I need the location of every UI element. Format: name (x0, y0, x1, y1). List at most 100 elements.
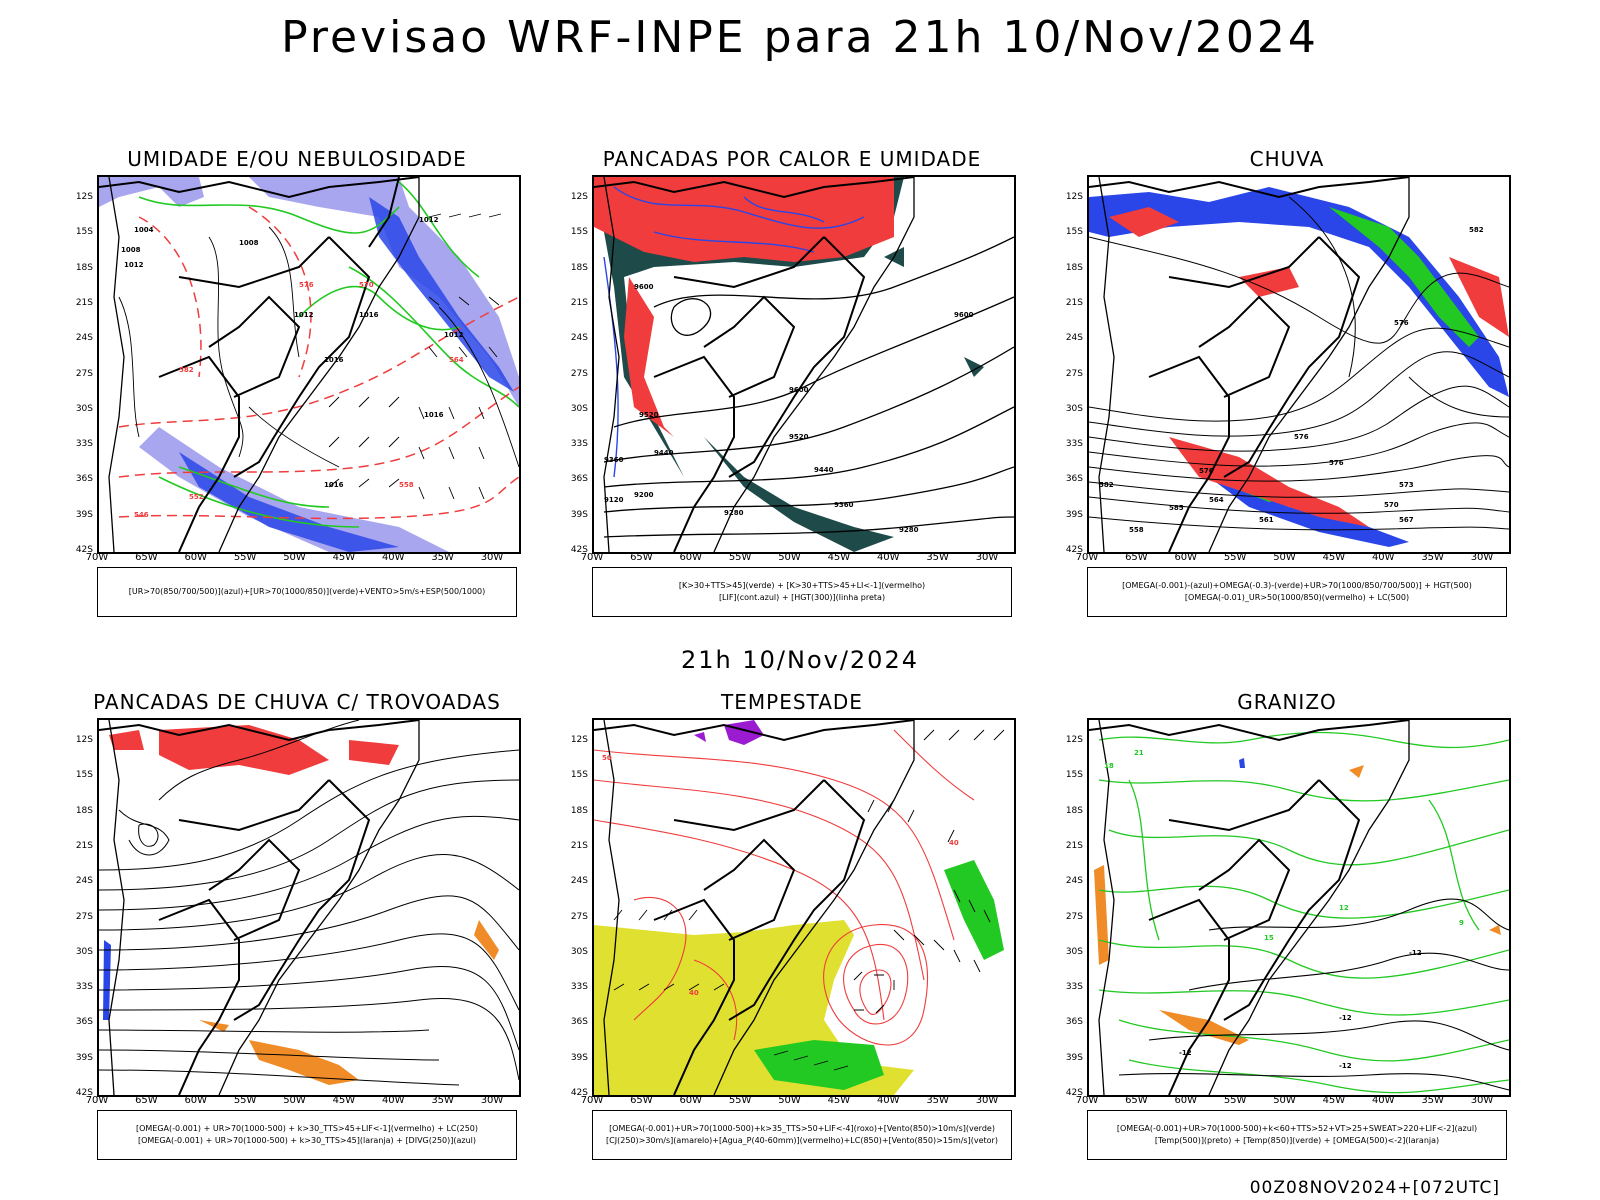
orange-omega-area (1094, 765, 1501, 1045)
lat-tick-label: 36S (570, 474, 588, 485)
lat-tick-label: 30S (75, 403, 93, 414)
lon-tick-label: 35W (1421, 552, 1444, 563)
lat-tick-label: 27S (1065, 911, 1083, 922)
lon-tick-label: 65W (630, 1095, 653, 1106)
hgt-label: 570 (1384, 501, 1399, 509)
pressure-label: 1016 (359, 311, 379, 319)
blue-hail-area (1239, 758, 1245, 768)
red-unstable-area (594, 177, 894, 457)
lat-tick-label: 24S (75, 333, 93, 344)
lat-tick-label: 27S (1065, 368, 1083, 379)
forecast-time-label: 21h 10/Nov/2024 (680, 646, 919, 674)
lon-tick-label: 30W (480, 1095, 504, 1106)
pressure-label: 1016 (424, 411, 444, 419)
pw-label: 40 (689, 989, 699, 997)
lat-tick-label: 27S (75, 368, 93, 379)
lat-tick-label: 12S (75, 735, 93, 745)
lon-axis: 70W 65W 60W 55W 50W 45W 40W 35W 30W (86, 1095, 517, 1109)
black-temp500-contours (1118, 898, 1509, 1091)
lat-tick-label: 42S (75, 545, 93, 555)
lon-tick-label: 60W (679, 1095, 703, 1106)
lat-tick-label: 39S (570, 509, 588, 520)
lon-tick-label: 50W (1273, 552, 1296, 563)
orange-thunder-area (199, 920, 499, 1085)
legend-line-2: [OMEGA(-0.001) + UR>70(1000-500) + k>30_… (137, 1136, 477, 1145)
lon-tick-label: 70W (85, 552, 109, 563)
hgt500-contours (1089, 196, 1509, 531)
hgt-label: 9520 (789, 433, 809, 441)
temp-label: 15 (1264, 934, 1274, 942)
contour-labels: 9600 9600 9600 9520 9520 9440 9440 9360 … (604, 283, 974, 534)
pw-label: 50 (602, 754, 612, 762)
hgt-label: 9280 (899, 526, 919, 534)
lon-tick-label: 45W (1322, 552, 1346, 563)
coastline (603, 177, 915, 552)
lon-tick-label: 60W (679, 552, 703, 563)
legend-line-1: [UR>70(850/700/500)](azul)+[UR>70(1000/8… (128, 587, 486, 596)
lon-tick-label: 35W (926, 1095, 949, 1106)
lat-tick-label: 36S (570, 1017, 588, 1028)
lon-axis: 70W 65W 60W 55W 50W 45W 40W 35W 30W (581, 1095, 1012, 1109)
thickness-label: 582 (179, 366, 194, 374)
lat-tick-label: 24S (1065, 876, 1083, 887)
lat-axis: 12S 15S 18S 21S 24S 27S 30S 33S 36S 39S 42S (552, 175, 590, 555)
lon-tick-label: 45W (827, 552, 851, 563)
lon-tick-label: 45W (827, 1095, 851, 1106)
hgt-label: 9440 (814, 466, 834, 474)
wind-vectors (328, 213, 502, 500)
lon-tick-label: 45W (332, 1095, 356, 1106)
lat-tick-label: 27S (570, 368, 588, 379)
panel-tempestade: TEMPESTADE 12S 15S 18S 21S 24S 27S 30S 33S 36S 39… (552, 690, 1032, 1160)
lat-tick-label: 15S (1065, 770, 1083, 781)
lon-tick-label: 30W (1470, 552, 1494, 563)
lat-tick-label: 21S (570, 297, 588, 308)
panel-title: PANCADAS DE CHUVA C/ TROVOADAS (93, 690, 501, 714)
lat-tick-label: 12S (570, 735, 588, 745)
lat-tick-label: 30S (75, 946, 93, 957)
lon-tick-label: 55W (728, 1095, 752, 1106)
lon-tick-label: 70W (85, 1095, 109, 1106)
panel-title: CHUVA (1249, 147, 1325, 171)
lon-tick-label: 65W (1125, 1095, 1148, 1106)
lat-tick-label: 30S (1065, 946, 1083, 957)
pressure-label: 1016 (324, 356, 344, 364)
contour-labels: 50 40 40 (602, 754, 959, 997)
thickness-label: 558 (399, 481, 414, 489)
hgt-label: 9600 (634, 283, 654, 291)
pressure-label: 1012 (419, 216, 439, 224)
hgt-label: 585 (1169, 504, 1184, 512)
coastline (108, 720, 420, 1095)
country-borders (99, 720, 420, 1095)
blue-divergence-area (103, 940, 111, 1020)
lat-tick-label: 21S (1065, 297, 1083, 308)
thickness-label: 564 (449, 356, 464, 364)
lon-tick-label: 60W (1174, 1095, 1198, 1106)
lat-tick-label: 15S (75, 770, 93, 781)
lon-tick-label: 55W (728, 552, 752, 563)
hgt-label: 576 (1294, 433, 1309, 441)
hgt-label: 567 (1399, 516, 1414, 524)
panel-title: PANCADAS POR CALOR E UMIDADE (602, 147, 982, 171)
lon-tick-label: 55W (1223, 1095, 1247, 1106)
legend-line-1: [K>30+TTS>45](verde) + [K>30+TTS>45+LI<-… (678, 581, 926, 590)
pressure-label: 1008 (239, 239, 259, 247)
map-trovoadas (97, 718, 521, 1097)
run-info-footer: 00Z08NOV2024+[072UTC] (1249, 1178, 1500, 1198)
hgt-label: 9200 (634, 491, 654, 499)
coastline (1098, 720, 1410, 1095)
green-temp850-contours (1098, 731, 1509, 1094)
temp-label: 21 (1134, 749, 1144, 757)
lat-tick-label: 24S (1065, 333, 1083, 344)
lat-tick-label: 15S (1065, 227, 1083, 238)
legend-line-1: [OMEGA(-0.001)+UR>70(1000-500)+k>35_TTS>… (609, 1124, 995, 1133)
lat-tick-label: 42S (570, 1088, 588, 1098)
lon-tick-label: 70W (580, 552, 604, 563)
hgt300-contours (603, 236, 1014, 538)
lon-tick-label: 45W (1322, 1095, 1346, 1106)
lon-tick-label: 35W (926, 552, 949, 563)
legend-line-2: [CJ(250)>30m/s](amarelo)+[Agua_P(40-60mm… (606, 1136, 998, 1145)
panel-granizo: GRANIZO 12S 15S 18S 21S 24S 27S 30S 33S 36S 39S 42… (1047, 690, 1527, 1160)
hgt-label: 576 (1394, 319, 1409, 327)
lat-tick-label: 33S (570, 439, 588, 450)
lon-axis: 70W 65W 60W 55W 50W 45W 40W 35W 30W (581, 552, 1012, 566)
